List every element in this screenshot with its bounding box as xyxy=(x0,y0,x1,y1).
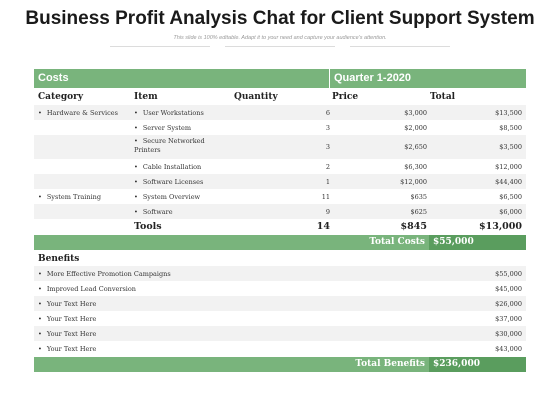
list-item: Your Text Here $26,000 xyxy=(34,296,526,311)
benefit-label: Your Text Here xyxy=(38,330,97,338)
row-price: $6,300 xyxy=(404,163,427,171)
row-item: Secure Networked Printers xyxy=(134,137,216,155)
row-category: Hardware & Services xyxy=(38,109,118,117)
row-total: $44,400 xyxy=(495,178,522,186)
row-quantity: 11 xyxy=(321,193,330,201)
table-row: Software Licenses 1 $12,000 $44,400 xyxy=(34,174,526,189)
benefit-value: $26,000 xyxy=(495,300,522,308)
benefit-rows: More Effective Promotion Campaigns $55,00… xyxy=(34,266,526,356)
total-benefits-value-box: $236,000 xyxy=(429,357,526,372)
total-benefits-bar: Total Benefits $236,000 xyxy=(34,357,526,372)
column-headers: Category Item Quantity Price Total xyxy=(34,88,526,105)
total-benefits-value: $236,000 xyxy=(433,359,480,369)
row-item: Software Licenses xyxy=(134,178,203,186)
table-header-bar: Costs Quarter 1-2020 xyxy=(34,69,526,88)
row-price: $635 xyxy=(410,193,427,201)
list-item: More Effective Promotion Campaigns $55,00… xyxy=(34,266,526,281)
row-price: $2,000 xyxy=(404,124,427,132)
benefit-value: $43,000 xyxy=(495,345,522,353)
row-item: User Workstations xyxy=(134,109,204,117)
row-quantity: 2 xyxy=(325,163,330,171)
col-price: Price xyxy=(332,92,359,102)
col-category: Category xyxy=(38,92,84,102)
row-quantity: 6 xyxy=(325,109,330,117)
divider xyxy=(329,69,330,88)
tools-total: $13,000 xyxy=(479,221,522,232)
total-costs-bar: Total Costs $55,000 xyxy=(34,235,526,250)
row-total: $12,000 xyxy=(495,163,522,171)
list-item: Your Text Here $30,000 xyxy=(34,326,526,341)
divider xyxy=(225,46,335,47)
table-row: Secure Networked Printers 3 $2,650 $3,500 xyxy=(34,135,526,159)
row-item: System Overview xyxy=(134,193,200,201)
total-costs-value: $55,000 xyxy=(433,237,474,247)
row-total: $6,000 xyxy=(499,208,522,216)
benefit-label: Your Text Here xyxy=(38,300,97,308)
row-item: Cable Installation xyxy=(134,163,201,171)
tools-quantity: 14 xyxy=(316,221,330,232)
total-costs-value-box: $55,000 xyxy=(429,235,526,250)
table-row: System Training System Overview 11 $635 $6,5… xyxy=(34,189,526,204)
tools-label: Tools xyxy=(134,221,162,232)
benefit-value: $55,000 xyxy=(495,270,522,278)
table-row: Server System 3 $2,000 $8,500 xyxy=(34,120,526,135)
benefit-label: Your Text Here xyxy=(38,315,97,323)
table-row: Cable Installation 2 $6,300 $12,000 xyxy=(34,159,526,174)
row-total: $8,500 xyxy=(499,124,522,132)
col-item: Item xyxy=(134,92,158,102)
costs-header: Costs xyxy=(38,72,69,84)
divider xyxy=(350,46,450,47)
row-category: System Training xyxy=(38,193,101,201)
page-subtitle: This slide is 100% editable. Adapt it to… xyxy=(173,35,387,41)
total-benefits-label: Total Benefits xyxy=(355,359,425,369)
benefit-value: $30,000 xyxy=(495,330,522,338)
profit-table: Costs Quarter 1-2020 Category Item Quant… xyxy=(34,69,526,372)
row-price: $625 xyxy=(410,208,427,216)
row-quantity: 3 xyxy=(325,143,330,151)
row-price: $12,000 xyxy=(400,178,427,186)
col-quantity: Quantity xyxy=(234,92,278,102)
table-row: Hardware & Services User Workstations 6 $3,… xyxy=(34,105,526,120)
quarter-header: Quarter 1-2020 xyxy=(334,72,412,84)
benefits-heading: Benefits xyxy=(34,250,526,266)
col-total: Total xyxy=(430,92,456,102)
total-costs-label: Total Costs xyxy=(369,237,425,247)
list-item: Your Text Here $37,000 xyxy=(34,311,526,326)
tools-row: Tools 14 $845 $13,000 xyxy=(34,219,526,235)
benefit-value: $37,000 xyxy=(495,315,522,323)
list-item: Improved Lead Conversion $45,000 xyxy=(34,281,526,296)
divider xyxy=(110,46,210,47)
benefit-value: $45,000 xyxy=(495,285,522,293)
cost-rows: Hardware & Services User Workstations 6 $3,… xyxy=(34,105,526,219)
benefit-label: More Effective Promotion Campaigns xyxy=(38,270,171,278)
tools-price: $845 xyxy=(400,221,427,232)
row-item: Software xyxy=(134,208,173,216)
row-total: $6,500 xyxy=(499,193,522,201)
row-quantity: 9 xyxy=(325,208,330,216)
row-total: $3,500 xyxy=(499,143,522,151)
row-item: Server System xyxy=(134,124,191,132)
row-total: $13,500 xyxy=(495,109,522,117)
benefit-label: Improved Lead Conversion xyxy=(38,285,136,293)
row-price: $3,000 xyxy=(404,109,427,117)
row-quantity: 3 xyxy=(325,124,330,132)
benefit-label: Your Text Here xyxy=(38,345,97,353)
benefits-heading-label: Benefits xyxy=(38,254,80,264)
row-price: $2,650 xyxy=(404,143,427,151)
table-row: Software 9 $625 $6,000 xyxy=(34,204,526,219)
row-quantity: 1 xyxy=(325,178,330,186)
list-item: Your Text Here $43,000 xyxy=(34,341,526,356)
page-title: Business Profit Analysis Chat for Client… xyxy=(25,8,535,29)
